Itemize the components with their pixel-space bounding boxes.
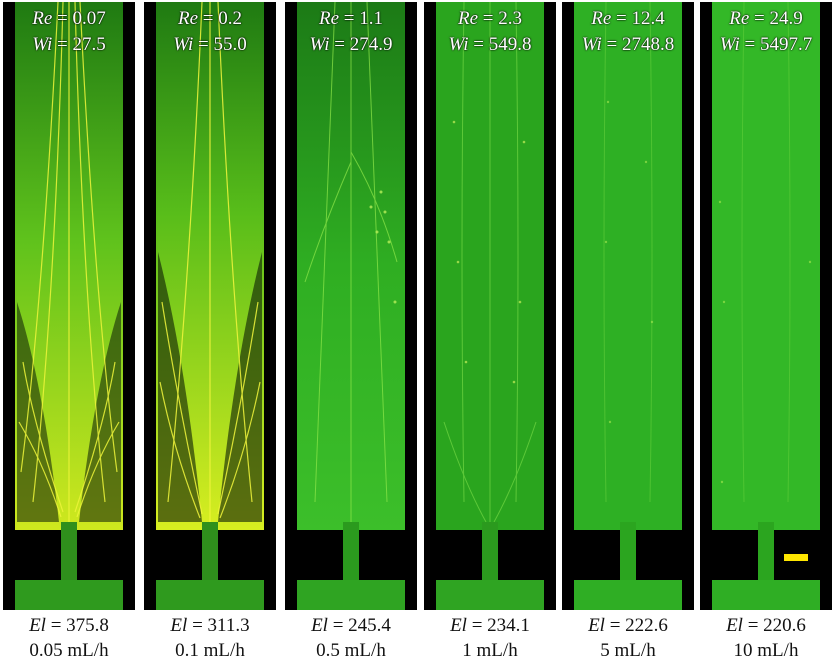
panel-3-caption: El = 245.4 0.5 mL/h [285,613,417,663]
wi-value: = 55.0 [198,34,247,55]
el-symbol: El [29,615,46,636]
el-symbol: El [311,615,328,636]
panel-6-parameters: Re = 24.9 Wi = 5497.7 [700,6,832,58]
wi-symbol: Wi [309,34,330,55]
re-symbol: Re [591,8,612,29]
flow-rate: 0.05 mL/h [29,640,109,661]
wi-symbol: Wi [581,34,602,55]
flow-image-3 [297,2,405,610]
flow-panel-1: Re = 0.07 Wi = 27.5 [3,2,135,610]
re-symbol: Re [32,8,53,29]
el-symbol: El [170,615,188,636]
flow-panel-2: Re = 0.2 Wi = 55.0 [144,2,276,610]
panel-5-parameters: Re = 12.4 Wi = 2748.8 [562,6,694,58]
flow-panel-5: Re = 12.4 Wi = 2748.8 [562,2,694,610]
flow-image-2 [156,2,264,610]
flow-rate: 0.5 mL/h [316,640,386,661]
el-value: = 311.3 [192,615,250,636]
re-value: = 0.2 [202,8,242,29]
wi-symbol: Wi [719,34,740,55]
flow-image-6 [712,2,820,610]
el-symbol: El [588,615,605,636]
el-value: = 245.4 [332,615,391,636]
panel-3-parameters: Re = 1.1 Wi = 274.9 [285,6,417,58]
panel-2-caption: El = 311.3 0.1 mL/h [144,613,276,663]
flow-image-1 [15,2,123,610]
wi-value: = 27.5 [57,34,106,55]
panel-5-caption: El = 222.6 5 mL/h [562,613,694,663]
flow-rate: 0.1 mL/h [175,640,245,661]
wi-value: = 2748.8 [606,34,675,55]
re-value: = 12.4 [616,8,665,29]
re-symbol: Re [729,8,750,29]
re-symbol: Re [318,8,340,29]
flow-rate: 1 mL/h [462,640,518,661]
panel-2-parameters: Re = 0.2 Wi = 55.0 [144,6,276,58]
flow-rate: 5 mL/h [600,640,656,661]
panel-4-parameters: Re = 2.3 Wi = 549.8 [424,6,556,58]
wi-symbol: Wi [173,34,194,55]
flow-image-4 [436,2,544,610]
panel-1-caption: El = 375.8 0.05 mL/h [3,613,135,663]
re-symbol: Re [457,8,479,29]
re-value: = 0.07 [57,8,106,29]
scale-bar [784,554,808,561]
re-value: = 1.1 [343,8,383,29]
el-symbol: El [450,615,467,636]
flow-rate: 10 mL/h [733,640,799,661]
wi-symbol: Wi [32,34,53,55]
panel-1-parameters: Re = 0.07 Wi = 27.5 [3,6,135,58]
flow-panel-3: Re = 1.1 Wi = 274.9 [285,2,417,610]
flow-panel-4: Re = 2.3 Wi = 549.8 [424,2,556,610]
el-value: = 220.6 [747,615,806,636]
el-symbol: El [726,615,743,636]
wi-value: = 549.8 [473,34,532,55]
flow-panel-6: Re = 24.9 Wi = 5497.7 [700,2,832,610]
re-value: = 2.3 [482,8,522,29]
el-value: = 375.8 [50,615,109,636]
panel-6-caption: El = 220.6 10 mL/h [700,613,832,663]
wi-value: = 5497.7 [744,34,813,55]
re-symbol: Re [177,8,199,29]
wi-value: = 274.9 [334,34,393,55]
flow-image-5 [574,2,682,610]
el-value: = 234.1 [471,615,530,636]
el-value: = 222.6 [609,615,668,636]
panel-4-caption: El = 234.1 1 mL/h [424,613,556,663]
wi-symbol: Wi [448,34,469,55]
re-value: = 24.9 [754,8,803,29]
